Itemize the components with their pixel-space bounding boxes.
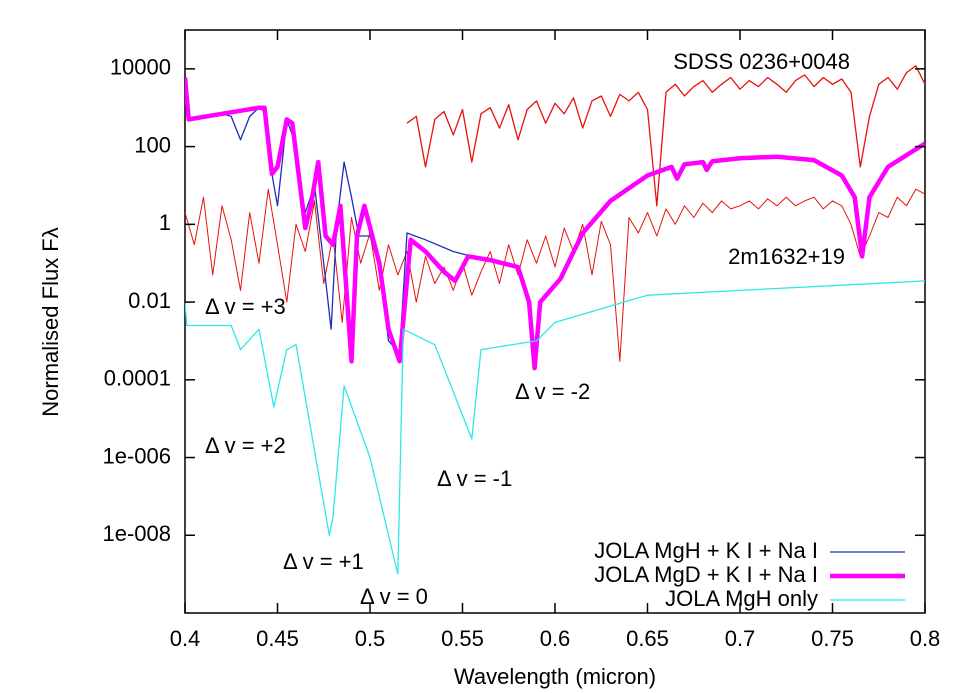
band-annotation: Δ v = -1 bbox=[437, 466, 512, 491]
band-annotation: Δ v = 0 bbox=[360, 584, 428, 609]
x-tick-label: 0.8 bbox=[910, 626, 941, 651]
spectrum-line bbox=[185, 280, 925, 575]
y-tick-label: 0.0001 bbox=[104, 366, 171, 391]
x-tick-label: 0.65 bbox=[626, 626, 669, 651]
y-tick-label: 10000 bbox=[110, 55, 171, 80]
y-tick-label: 1e-006 bbox=[102, 443, 171, 468]
legend-label: JOLA MgH only bbox=[665, 586, 818, 611]
series-label: SDSS 0236+0048 bbox=[673, 49, 850, 74]
legend-label: JOLA MgH + K I + Na I bbox=[594, 538, 818, 563]
x-tick-label: 0.6 bbox=[540, 626, 571, 651]
y-tick-label: 100 bbox=[134, 132, 171, 157]
x-tick-label: 0.4 bbox=[170, 626, 201, 651]
band-annotation: Δ v = +2 bbox=[205, 433, 286, 458]
band-annotation: Δ v = +3 bbox=[205, 294, 286, 319]
y-axis-label: Normalised Flux Fλ bbox=[38, 227, 63, 416]
x-tick-label: 0.45 bbox=[256, 626, 299, 651]
y-tick-label: 0.01 bbox=[128, 288, 171, 313]
plot-lines bbox=[185, 65, 925, 575]
spectrum-line bbox=[185, 77, 925, 371]
spectrum-line bbox=[406, 65, 925, 207]
x-tick-label: 0.7 bbox=[725, 626, 756, 651]
x-axis-label: Wavelength (micron) bbox=[454, 664, 656, 689]
y-tick-label: 1e-008 bbox=[102, 521, 171, 546]
x-tick-label: 0.75 bbox=[811, 626, 854, 651]
band-annotation: Δ v = -2 bbox=[515, 379, 590, 404]
series-label: 2m1632+19 bbox=[728, 244, 845, 269]
spectrum-line bbox=[185, 188, 925, 362]
legend-label: JOLA MgD + K I + Na I bbox=[594, 562, 818, 587]
y-tick-label: 1 bbox=[159, 210, 171, 235]
plot-frame bbox=[184, 29, 926, 614]
band-annotation: Δ v = +1 bbox=[283, 549, 364, 574]
x-tick-label: 0.55 bbox=[441, 626, 484, 651]
x-tick-label: 0.5 bbox=[355, 626, 386, 651]
